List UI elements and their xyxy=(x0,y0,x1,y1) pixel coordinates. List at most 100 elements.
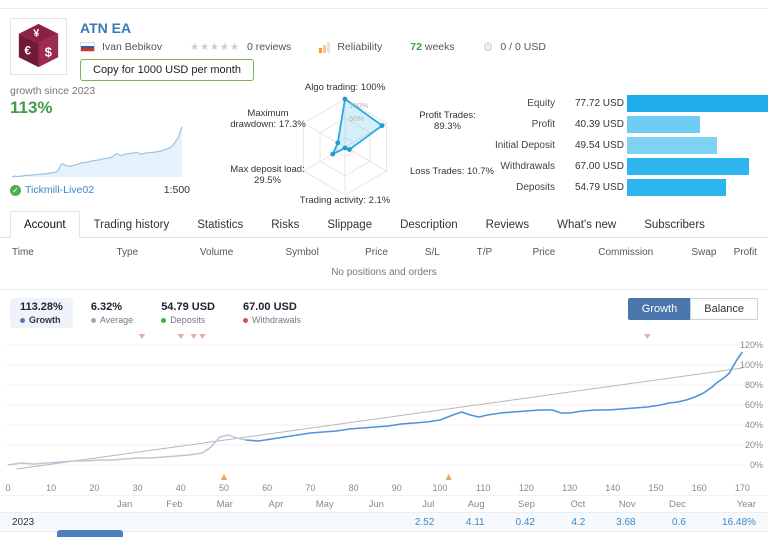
summary-chip-withdrawals: 67.00 USD Withdrawals xyxy=(233,298,311,328)
overview-section: growth since 2023 113% ✓ Tickmill-Live02 … xyxy=(0,81,768,209)
tab-description[interactable]: Description xyxy=(400,219,458,231)
monthly-growth-cell: 0.42 xyxy=(515,516,535,528)
funds-bar-track xyxy=(627,179,768,196)
monthly-growth-cell: 4.11 xyxy=(465,516,485,528)
broker-account-link[interactable]: ✓ Tickmill-Live02 xyxy=(10,184,94,196)
copy-signal-button[interactable]: Copy for 1000 USD per month xyxy=(80,59,254,81)
tab-statistics[interactable]: Statistics xyxy=(197,219,244,231)
chip-value: 113.28% xyxy=(20,301,63,313)
chip-label: Deposits xyxy=(161,315,215,325)
funds-bar-label: Profit xyxy=(531,119,555,130)
tab-subscribers[interactable]: Subscribers xyxy=(644,219,705,231)
months-header-row: Jan Feb Mar Apr May Jun Jul Aug Sep Oct Nov Dec Year xyxy=(0,495,768,512)
monthly-growth-cell: 3.91 xyxy=(398,536,448,537)
funds-bar-value: 54.79 USD xyxy=(575,182,624,193)
country-flag-icon xyxy=(80,42,95,52)
monthly-growth-cell: 3.68 xyxy=(616,516,636,528)
verified-check-icon: ✓ xyxy=(10,184,21,196)
radar-svg: 100% 60% xyxy=(303,96,387,196)
monthly-growth-cell: 8.69 xyxy=(499,536,549,537)
tab-slippage[interactable]: Slippage xyxy=(327,219,373,231)
monthly-growth-cell: -4.78 xyxy=(146,536,196,537)
svg-text:100%: 100% xyxy=(349,101,369,110)
positions-table-header: Time Type Volume Symbol Price S/L T/P Price Comm… xyxy=(12,247,757,258)
chip-label: Withdrawals xyxy=(243,315,301,325)
chip-value: 54.79 USD xyxy=(161,301,215,313)
column-header-profit: Profit xyxy=(733,247,757,258)
radar-axis-label: Loss Trades: 10.7% xyxy=(410,166,494,177)
funds-bar-track xyxy=(627,158,768,175)
signal-header: ¥ € $ ATN EA Ivan Bebikov ★★★★★ 0 review… xyxy=(0,9,768,81)
quality-radar-chart: 100% 60% Algo trading: 100% Profit Trades:… xyxy=(210,82,494,209)
funds-bar-value: 67.00 USD xyxy=(575,161,624,172)
cut-off-button[interactable] xyxy=(57,530,123,537)
funds-bar-value: 40.39 USD xyxy=(575,119,624,130)
column-header-symbol: Symbol xyxy=(285,247,319,258)
weeks-value: 72 xyxy=(410,41,422,53)
tab-reviews[interactable]: Reviews xyxy=(485,219,530,231)
x-axis-tick-label: 50 xyxy=(218,483,229,493)
reviews-count[interactable]: 0 reviews xyxy=(246,41,292,53)
legend-dot-icon xyxy=(20,317,25,323)
funds-bar-track xyxy=(627,116,768,133)
radar-axis-label: Max deposit load: 29.5% xyxy=(230,164,305,186)
chart-header: 113.28% Growth 6.32% Average 54.79 USD Deposi… xyxy=(0,290,768,328)
x-axis-tick-label: 0 xyxy=(5,483,11,493)
radar-axis-label: Trading activity: 2.1% xyxy=(299,195,391,207)
column-header-time: Time xyxy=(12,247,34,258)
tab-what-s-new[interactable]: What's new xyxy=(557,219,617,231)
x-axis-tick-label: 60 xyxy=(262,483,273,493)
year-label: 2023 xyxy=(12,516,35,528)
legend-dot-icon xyxy=(243,317,248,323)
month-header-oct: Oct xyxy=(570,498,586,510)
x-axis-tick-label: 90 xyxy=(391,483,402,493)
monthly-growth-cell: 4.2 xyxy=(571,516,586,528)
x-axis-tick-label: 10 xyxy=(46,483,57,493)
growth-chart-svg xyxy=(6,334,746,480)
svg-text:$: $ xyxy=(45,44,52,59)
author-name[interactable]: Ivan Bebikov xyxy=(102,41,163,53)
x-axis-tick-label: 140 xyxy=(605,483,621,493)
growth-caption: growth since 2023 xyxy=(10,85,96,97)
growth-sparkline-chart xyxy=(11,126,183,178)
x-axis-tick-label: 40 xyxy=(175,483,186,493)
column-header-commission: Commission xyxy=(598,247,654,258)
balance-mode-button[interactable]: Balance xyxy=(690,298,758,320)
funds-bar xyxy=(627,116,701,133)
tab-risks[interactable]: Risks xyxy=(271,219,300,231)
y-axis-tick-label: 40% xyxy=(744,420,763,430)
y-axis-tick-label: 60% xyxy=(744,400,763,410)
month-header-apr: Apr xyxy=(268,498,284,510)
monthly-growth-cell: 3.74 xyxy=(197,536,247,537)
funds-bar-value: 49.54 USD xyxy=(575,140,624,151)
monthly-growth-cell: -1.13 xyxy=(348,536,398,537)
y-axis-tick-label: 120% xyxy=(739,340,763,350)
month-header-may: May xyxy=(315,498,334,510)
funds-bar-chart: Equity 77.72 USD Profit 40.39 USD Initial De… xyxy=(480,83,768,209)
positions-empty-text: No positions and orders xyxy=(331,267,437,278)
funds-bar xyxy=(627,158,749,175)
funds-bar xyxy=(627,179,727,196)
month-header-feb: Feb xyxy=(166,498,183,510)
growth-mode-button[interactable]: Growth xyxy=(627,298,691,320)
summary-chip-growth: 113.28% Growth xyxy=(10,298,73,328)
monthly-growth-rows: 20232.524.110.424.23.680.616.48%202411.8… xyxy=(0,512,768,537)
growth-chart: 0% 20% 40% 60% 80% 100% 120% xyxy=(0,330,768,482)
column-header-volume: Volume xyxy=(199,247,234,258)
month-header-jan: Jan xyxy=(117,498,133,510)
month-header-dec: Dec xyxy=(669,498,686,510)
month-header-jul: Jul xyxy=(422,498,435,510)
funds-icon: ⚙ xyxy=(482,40,494,54)
month-header-aug: Aug xyxy=(467,498,485,510)
svg-text:60%: 60% xyxy=(349,114,364,123)
radar-axis-label: Profit Trades: 89.3% xyxy=(419,110,476,132)
tab-account[interactable]: Account xyxy=(10,211,80,238)
reliability-label: Reliability xyxy=(337,41,383,53)
weeks-label: weeks xyxy=(424,41,455,53)
tab-trading-history[interactable]: Trading history xyxy=(93,219,170,231)
monthly-growth-cell: 9.9 xyxy=(448,536,498,537)
x-axis-tick-label: 160 xyxy=(691,483,707,493)
page-title: ATN EA xyxy=(80,20,132,36)
y-axis-tick-label: 80% xyxy=(744,380,763,390)
